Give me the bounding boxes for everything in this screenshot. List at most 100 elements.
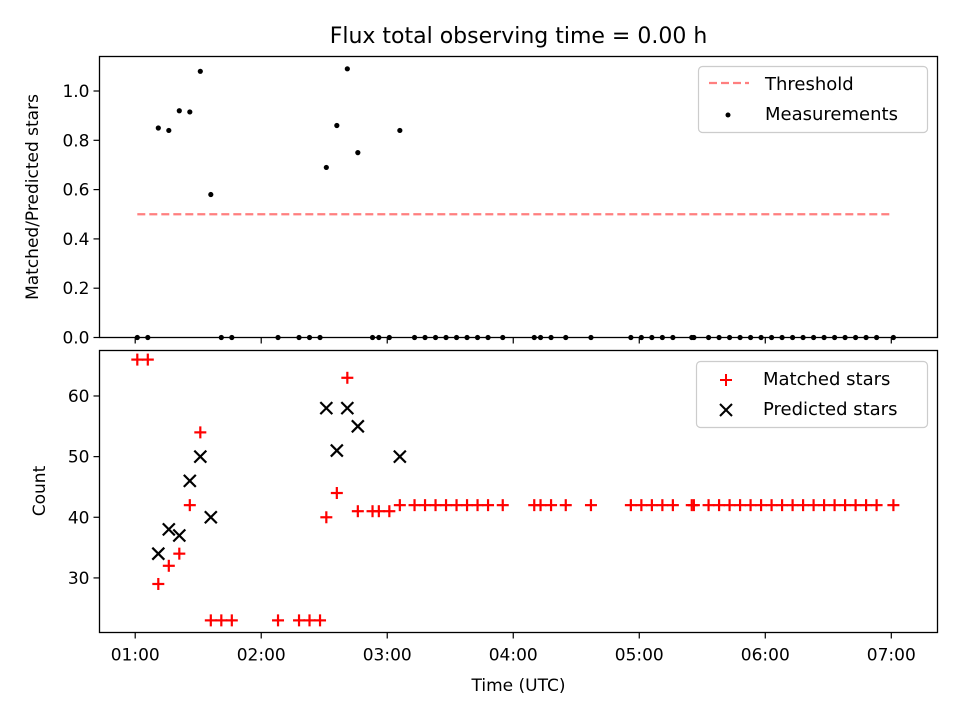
matched-star-point: [471, 499, 484, 512]
bottom-x-tick-label: 01:00: [111, 646, 160, 666]
bottom-y-tick-label: 50: [68, 448, 90, 468]
top-axes-frame: [98, 55, 939, 339]
measurement-point: [397, 127, 403, 134]
matched-star-point: [765, 499, 778, 512]
matched-star-point: [131, 353, 144, 366]
top-y-tick-label: 0.2: [62, 279, 89, 299]
matched-star-point: [320, 511, 333, 524]
predicted-star-point: [351, 419, 365, 434]
matched-star-point: [645, 499, 658, 512]
matched-star-point: [419, 499, 432, 512]
matched-star-point: [656, 499, 669, 512]
measurement-point: [155, 125, 161, 131]
matched-star-point: [723, 499, 736, 512]
matched-star-point: [545, 499, 558, 512]
top-panel: Flux total observing time = 0.00 h 0.00.…: [23, 24, 939, 349]
matched-star-point: [440, 499, 453, 512]
bottom-x-axis: 01:00 02:00 03:00 04:00 05:00 06:00 07:00: [111, 632, 916, 666]
top-legend-box: [697, 65, 929, 134]
measurement-point: [187, 109, 193, 115]
matched-star-point: [744, 499, 757, 512]
matched-star-point: [450, 499, 463, 512]
bottom-y-tick-label: 30: [68, 569, 90, 589]
measurement-point: [197, 68, 203, 74]
matched-star-point: [786, 499, 799, 512]
top-y-tick-label: 0.6: [62, 181, 89, 201]
top-y-axis-label: Matched/Predicted stars: [23, 94, 43, 300]
top-y-tick-label: 1.0: [62, 82, 89, 102]
legend-measurements-label: Measurements: [765, 104, 898, 125]
measurement-point: [334, 122, 340, 129]
predicted-star-point: [172, 528, 187, 543]
bottom-y-tick-label: 40: [68, 508, 90, 528]
measurement-point: [323, 164, 329, 171]
bottom-x-axis-label: Time (UTC): [471, 676, 566, 696]
matched-star-point: [461, 499, 474, 512]
matched-star-point: [408, 499, 421, 512]
matched-star-point: [713, 499, 726, 512]
matched-star-point: [215, 614, 228, 627]
matched-star-point: [839, 499, 852, 512]
matched-star-point: [818, 499, 831, 512]
top-y-tick-label: 0.4: [62, 230, 89, 250]
bottom-y-axis: 30 40 50 60: [68, 387, 100, 589]
matched-star-point: [372, 505, 385, 518]
matched-star-point: [776, 499, 789, 512]
matched-star-point: [162, 559, 175, 572]
matched-star-point: [173, 547, 186, 560]
matched-star-point: [194, 426, 207, 439]
predicted-star-point: [393, 449, 407, 464]
predicted-star-point: [330, 443, 344, 458]
legend-matched-swatch: [720, 374, 732, 386]
legend-predicted-label: Predicted stars: [763, 399, 897, 420]
matched-star-point: [482, 499, 495, 512]
matched-star-point: [870, 499, 883, 512]
matched-star-point: [755, 499, 768, 512]
bottom-y-tick-label: 60: [68, 387, 90, 407]
matched-star-point: [828, 499, 841, 512]
matched-star-point: [734, 499, 747, 512]
predicted-star-point: [319, 401, 334, 415]
measurement-point: [355, 150, 361, 156]
legend-matched-label: Matched stars: [763, 369, 890, 390]
bottom-x-tick-label: 04:00: [489, 646, 538, 666]
legend-threshold-label: Threshold: [764, 74, 854, 95]
matched-star-point: [225, 614, 238, 627]
bottom-plot-area: [131, 353, 900, 627]
matched-star-point: [303, 614, 316, 627]
measurement-point: [176, 108, 182, 114]
bottom-y-axis-label: Count: [30, 465, 50, 516]
bottom-legend-box: [695, 360, 929, 429]
matched-star-point: [152, 577, 165, 590]
matched-star-point: [584, 499, 597, 512]
predicted-star-point: [204, 510, 218, 525]
bottom-axes-frame: [98, 349, 939, 634]
matched-star-point: [849, 499, 862, 512]
predicted-star-point: [162, 522, 176, 537]
measurement-point: [166, 127, 172, 134]
matched-star-point: [559, 499, 572, 512]
matched-star-point: [351, 505, 364, 518]
measurement-point: [208, 191, 214, 198]
top-x-axis-ticks: [134, 337, 892, 344]
matched-star-point: [635, 499, 648, 512]
matched-star-point: [330, 487, 343, 500]
legend-predicted-swatch: [719, 403, 733, 417]
top-legend: Threshold Measurements: [697, 65, 929, 134]
predicted-star-point: [183, 474, 197, 488]
matched-star-point: [666, 499, 679, 512]
top-chart-title: Flux total observing time = 0.00 h: [330, 24, 708, 49]
matched-star-point: [383, 505, 396, 518]
legend-measurements-swatch: [725, 112, 731, 118]
measurement-point: [344, 66, 350, 72]
matched-star-point: [393, 499, 406, 512]
top-y-axis: 0.0 0.2 0.4 0.6 0.8 1.0: [62, 82, 100, 349]
bottom-x-tick-label: 07:00: [867, 646, 916, 666]
matched-star-point: [341, 371, 354, 384]
predicted-star-point: [193, 449, 208, 464]
matched-star-point: [807, 499, 820, 512]
matched-star-point: [860, 499, 873, 512]
matched-star-point: [702, 499, 715, 512]
matched-star-point: [204, 614, 217, 627]
